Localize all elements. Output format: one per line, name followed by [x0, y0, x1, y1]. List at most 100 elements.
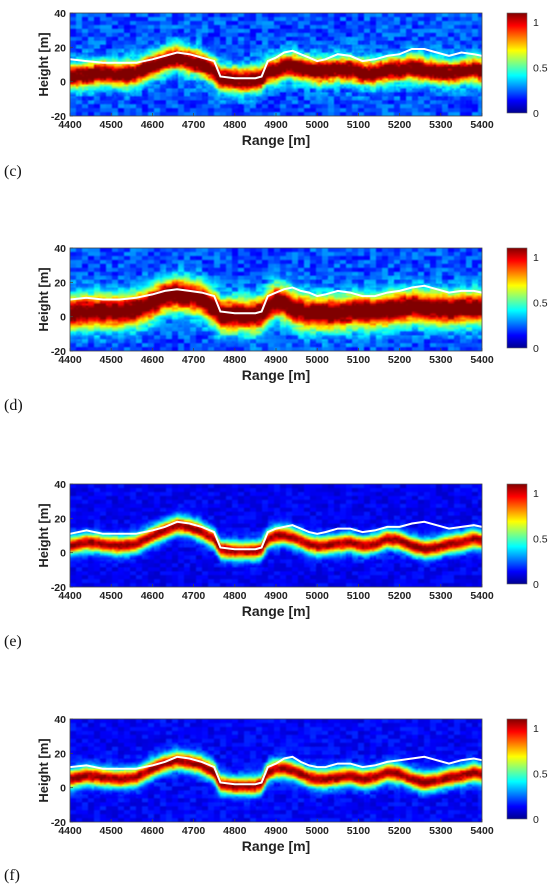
heatmap-image — [70, 248, 482, 351]
y-tick-label: 40 — [54, 243, 66, 255]
x-tick-label: 5100 — [347, 825, 371, 837]
y-tick-label: 20 — [54, 513, 66, 525]
colorbar-tick-label: 1 — [533, 252, 539, 264]
x-tick-label: 4400 — [58, 119, 82, 131]
y-tick-label: 40 — [54, 8, 66, 20]
colorbar-tick-label: 1 — [533, 723, 539, 735]
x-tick-label: 5200 — [388, 590, 412, 602]
y-tick-label: 20 — [54, 42, 66, 54]
colorbar-tick-label: 0.5 — [533, 63, 548, 75]
panel-label: (f) — [4, 867, 20, 884]
y-axis-label: Height [m] — [36, 738, 51, 802]
y-axis-label: Height [m] — [36, 503, 51, 567]
x-tick-label: 4500 — [100, 590, 124, 602]
y-tick-label: 40 — [54, 714, 66, 726]
y-axis-label: Height [m] — [36, 32, 51, 96]
x-tick-label: 5000 — [306, 119, 330, 131]
y-tick-label: -20 — [51, 346, 66, 358]
heatmap-image — [70, 13, 482, 116]
x-tick-label: 5100 — [347, 590, 371, 602]
colorbar-tick-label: 1 — [533, 488, 539, 500]
panel-label: (c) — [4, 163, 22, 180]
x-tick-label: 4900 — [264, 825, 288, 837]
y-tick-label: 20 — [54, 748, 66, 760]
x-tick-label: 4600 — [141, 825, 165, 837]
x-tick-label: 4900 — [264, 354, 288, 366]
colorbar — [506, 718, 528, 820]
x-tick-label: 4700 — [182, 354, 206, 366]
y-tick-label: 0 — [60, 77, 66, 89]
x-axis-label: Range [m] — [242, 132, 310, 148]
colorbar-tick-label: 0 — [533, 814, 539, 826]
x-tick-label: 5200 — [388, 825, 412, 837]
x-axis-label: Range [m] — [242, 603, 310, 619]
y-axis-label: Height [m] — [36, 267, 51, 331]
x-tick-label: 5300 — [429, 590, 453, 602]
x-tick-label: 5200 — [388, 119, 412, 131]
x-tick-label: 5400 — [470, 590, 494, 602]
x-tick-label: 5100 — [347, 354, 371, 366]
ground-truth-line — [69, 284, 483, 315]
colorbar-tick-label: 0.5 — [533, 769, 548, 781]
x-tick-label: 5400 — [470, 825, 494, 837]
y-tick-label: 0 — [60, 783, 66, 795]
y-tick-label: -20 — [51, 111, 66, 123]
y-tick-label: -20 — [51, 582, 66, 594]
x-tick-label: 5300 — [429, 354, 453, 366]
colorbar — [506, 483, 528, 585]
y-tick-label: 0 — [60, 312, 66, 324]
y-tick-label: 40 — [54, 479, 66, 491]
x-tick-label: 4800 — [223, 590, 247, 602]
colorbar-tick-label: 0 — [533, 579, 539, 591]
colorbar — [506, 247, 528, 349]
x-tick-label: 4900 — [264, 590, 288, 602]
ground-truth-line — [69, 520, 483, 551]
x-tick-label: 5400 — [470, 119, 494, 131]
x-tick-label: 4900 — [264, 119, 288, 131]
x-tick-label: 4500 — [100, 354, 124, 366]
x-tick-label: 5100 — [347, 119, 371, 131]
colorbar-tick-label: 0 — [533, 108, 539, 120]
x-axis-label: Range [m] — [242, 838, 310, 854]
x-tick-label: 4600 — [141, 590, 165, 602]
y-tick-label: 0 — [60, 548, 66, 560]
x-tick-label: 5400 — [470, 354, 494, 366]
x-axis-label: Range [m] — [242, 367, 310, 383]
x-tick-label: 4600 — [141, 354, 165, 366]
panel-label: (e) — [4, 633, 22, 650]
x-tick-label: 4400 — [58, 590, 82, 602]
x-tick-label: 4500 — [100, 825, 124, 837]
x-tick-label: 5200 — [388, 354, 412, 366]
x-tick-label: 4400 — [58, 825, 82, 837]
heatmap-image — [70, 484, 482, 587]
panel-c: 4400 4500 4600 4700 4800 4900 5000 5100 5200 5300… — [4, 8, 548, 180]
x-tick-label: 4800 — [223, 354, 247, 366]
y-tick-label: 20 — [54, 277, 66, 289]
x-tick-label: 4800 — [223, 119, 247, 131]
x-tick-label: 5000 — [306, 354, 330, 366]
heatmap-image — [70, 719, 482, 822]
x-tick-label: 4700 — [182, 119, 206, 131]
panel-d: 4400 4500 4600 4700 4800 4900 5000 5100 5200 5300… — [4, 243, 548, 414]
colorbar-tick-label: 1 — [533, 17, 539, 29]
y-tick-label: -20 — [51, 817, 66, 829]
panel-label: (d) — [4, 397, 23, 414]
panel-f: 4400 4500 4600 4700 4800 4900 5000 5100 5200 5300… — [4, 714, 548, 884]
ground-truth-line — [69, 755, 483, 786]
colorbar-tick-label: 0 — [533, 343, 539, 355]
x-tick-label: 5000 — [306, 825, 330, 837]
colorbar — [506, 12, 528, 114]
x-tick-label: 4400 — [58, 354, 82, 366]
x-tick-label: 4700 — [182, 825, 206, 837]
x-tick-label: 5300 — [429, 825, 453, 837]
x-tick-label: 4600 — [141, 119, 165, 131]
x-tick-label: 4500 — [100, 119, 124, 131]
x-tick-label: 5300 — [429, 119, 453, 131]
ground-truth-line — [69, 48, 483, 80]
panel-e: 4400 4500 4600 4700 4800 4900 5000 5100 5200 5300… — [4, 479, 548, 650]
colorbar-tick-label: 0.5 — [533, 534, 548, 546]
x-tick-label: 4700 — [182, 590, 206, 602]
x-tick-label: 4800 — [223, 825, 247, 837]
colorbar-tick-label: 0.5 — [533, 298, 548, 310]
x-tick-label: 5000 — [306, 590, 330, 602]
